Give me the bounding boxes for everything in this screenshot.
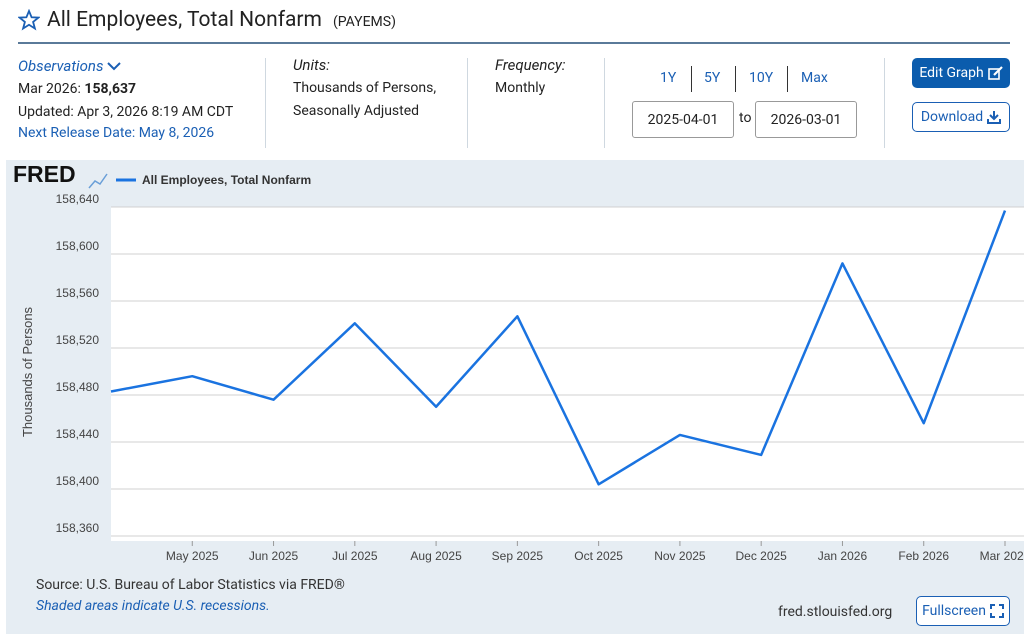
x-tick-label: Jul 2025: [332, 549, 378, 563]
separator: [884, 58, 885, 148]
source: Source: U.S. Bureau of Labor Statistics …: [36, 577, 345, 593]
separator: [467, 58, 468, 148]
fullscreen-label[interactable]: Fullscreen: [922, 603, 986, 619]
range-button[interactable]: 5Y: [704, 70, 721, 86]
x-tick-label: Dec 2025: [735, 549, 787, 563]
start-date-input[interactable]: 2025-04-01: [632, 101, 734, 138]
latest-label: Mar 2026:: [18, 81, 81, 97]
series-title: All Employees, Total Nonfarm: [47, 8, 322, 32]
series-id: (PAYEMS): [333, 14, 396, 30]
legend-label: All Employees, Total Nonfarm: [142, 173, 311, 187]
x-tick-label: Jan 2026: [818, 549, 868, 563]
x-tick-label: May 2025: [166, 549, 219, 563]
logo-icon: [88, 173, 108, 189]
series-line: [110, 210, 1007, 486]
star-icon[interactable]: [18, 9, 40, 31]
latest-observation: Mar 2026: 158,637: [18, 81, 136, 97]
range-button[interactable]: Max: [801, 70, 828, 86]
fullscreen-icon[interactable]: [989, 604, 1004, 618]
y-tick-label: 158,520: [56, 333, 100, 347]
y-tick-label: 158,600: [56, 239, 100, 253]
next-release[interactable]: Next Release Date: May 8, 2026: [18, 125, 215, 141]
latest-value: 158,637: [84, 81, 137, 97]
y-tick-label: 158,440: [56, 427, 100, 441]
updated: Updated: Apr 3, 2026 8:19 AM CDT: [18, 104, 234, 120]
separator: [265, 58, 266, 148]
x-tick-label: Mar 2026: [980, 549, 1024, 563]
chevron-icon[interactable]: [107, 61, 121, 71]
end-date-input[interactable]: 2026-03-01: [755, 101, 857, 138]
observations-label[interactable]: Observations: [18, 57, 104, 75]
separator: [604, 58, 605, 148]
plot-area: [111, 207, 1024, 541]
edit-graph-label[interactable]: Edit Graph: [919, 65, 984, 81]
date-to: to: [739, 110, 752, 126]
y-tick-label: 158,480: [56, 380, 100, 394]
x-tick-label: Aug 2025: [410, 549, 462, 563]
download-button[interactable]: Download: [912, 102, 1010, 132]
edit-graph-button[interactable]: Edit Graph: [912, 58, 1010, 88]
observations-toggle[interactable]: Observations: [18, 57, 121, 75]
range-button[interactable]: 10Y: [749, 70, 774, 86]
units-line: Seasonally Adjusted: [293, 103, 420, 119]
source-url[interactable]: fred.stlouisfed.org: [778, 604, 893, 620]
x-tick-label: Sep 2025: [492, 549, 544, 563]
range-button[interactable]: 1Y: [660, 70, 677, 86]
range-divider: [691, 66, 692, 92]
edit-icon[interactable]: [987, 65, 1003, 81]
units-line: Thousands of Persons,: [293, 80, 437, 96]
frequency-label: Frequency:: [495, 56, 566, 74]
x-tick-label: Jun 2025: [249, 549, 299, 563]
units-label: Units:: [293, 56, 330, 74]
title-rule: [18, 42, 1010, 44]
download-icon[interactable]: [987, 110, 1002, 124]
y-tick-label: 158,560: [56, 286, 100, 300]
y-tick-label: 158,400: [56, 474, 100, 488]
y-tick-label: 158,360: [56, 521, 100, 535]
y-axis-label: Thousands of Persons: [20, 306, 35, 437]
recession-note: Shaded areas indicate U.S. recessions.: [36, 598, 270, 614]
fred-logo: FRED: [13, 161, 76, 187]
x-tick-label: Oct 2025: [574, 549, 623, 563]
chart: FRED Thousands of Persons 158,360 158,400…: [6, 160, 1024, 634]
download-label[interactable]: Download: [920, 109, 984, 125]
frequency: Monthly: [495, 80, 546, 96]
range-divider: [787, 66, 788, 92]
x-tick-label: Nov 2025: [654, 549, 706, 563]
range-divider: [735, 66, 736, 92]
fullscreen-button[interactable]: Fullscreen: [916, 596, 1010, 626]
x-tick-label: Feb 2026: [898, 549, 949, 563]
y-tick-label: 158,640: [56, 192, 100, 206]
